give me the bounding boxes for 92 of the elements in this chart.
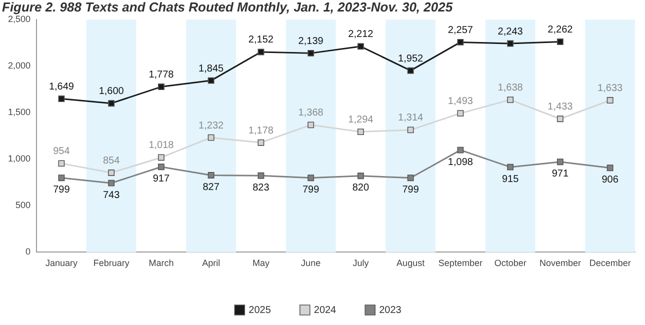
data-label: 1,649 (48, 82, 74, 93)
legend-label: 2024 (314, 304, 337, 316)
point (308, 174, 314, 182)
x-tick-label: June (301, 258, 321, 268)
x-tick-label: September (438, 258, 482, 268)
point (258, 139, 264, 146)
data-label: 1,778 (148, 70, 174, 81)
point (258, 172, 264, 179)
data-label: 1,493 (448, 96, 474, 108)
point (58, 174, 65, 182)
point (108, 170, 115, 176)
data-label: 854 (102, 155, 120, 166)
point (457, 110, 464, 117)
data-label: 2,243 (498, 26, 524, 38)
y-tick-label: 0 (26, 246, 31, 257)
point (556, 116, 564, 122)
data-label: 743 (102, 190, 120, 201)
point (357, 172, 364, 180)
x-tick-label: March (148, 258, 174, 268)
point (258, 48, 264, 56)
data-label: 1,633 (598, 83, 624, 94)
point (407, 67, 414, 74)
data-label: 906 (602, 174, 619, 186)
point (507, 164, 514, 170)
point (208, 172, 214, 178)
point (457, 146, 464, 154)
data-label: 799 (402, 184, 420, 196)
data-label: 1,845 (198, 63, 224, 74)
point (556, 158, 564, 166)
point (606, 164, 614, 172)
x-tick-label: February (93, 258, 130, 268)
data-label: 1,433 (548, 102, 574, 113)
data-label: 827 (202, 182, 220, 194)
point (208, 77, 214, 84)
data-label: 799 (302, 184, 320, 196)
x-tick-label: December (589, 258, 631, 268)
x-tick-label: January (45, 258, 78, 268)
data-label: 915 (502, 174, 520, 185)
point (108, 180, 115, 186)
point (308, 50, 314, 56)
x-tick-label: July (352, 258, 370, 268)
x-tick-label: August (396, 258, 426, 268)
data-label: 799 (53, 184, 70, 196)
point (407, 126, 414, 134)
data-label: 823 (252, 182, 270, 194)
data-label: 1,314 (398, 112, 424, 124)
data-label: 2,262 (548, 24, 574, 36)
point (308, 122, 314, 128)
x-tick-label: November (539, 258, 581, 268)
y-tick-label: 1,000 (8, 154, 31, 164)
point (357, 128, 364, 136)
point (58, 160, 65, 167)
point (158, 84, 164, 90)
point (158, 164, 164, 170)
point (357, 43, 364, 50)
data-label: 1,232 (198, 120, 224, 132)
point (606, 97, 614, 104)
point (457, 38, 464, 46)
point (58, 96, 65, 102)
data-label: 820 (352, 182, 370, 194)
point (158, 154, 164, 161)
point (507, 96, 514, 104)
data-label: 1,178 (248, 125, 274, 136)
point (556, 38, 564, 45)
data-label: 1,294 (348, 114, 374, 126)
y-tick-label: 2,000 (8, 60, 31, 71)
data-label: 2,212 (348, 29, 374, 40)
data-label: 917 (152, 174, 170, 185)
x-tick-label: May (252, 258, 270, 268)
data-label: 971 (552, 168, 569, 180)
point (108, 100, 115, 107)
data-label: 1,098 (448, 156, 474, 168)
point (507, 40, 514, 47)
x-tick-label: October (494, 258, 526, 268)
data-label: 2,152 (248, 34, 274, 46)
data-label: 1,018 (148, 140, 174, 152)
data-label: 954 (53, 146, 70, 158)
y-tick-label: 1,500 (8, 107, 31, 118)
data-label: 1,600 (98, 86, 124, 98)
data-label: 2,257 (448, 24, 474, 36)
data-label: 1,638 (498, 82, 524, 94)
y-tick-label: 500 (15, 200, 31, 210)
x-tick-label: April (202, 258, 220, 268)
chart-title: Figure 2. 988 Texts and Chats Routed Monthly, Jan. 1, 2023-Nov. 30, 2025 (2, 0, 454, 14)
point (208, 134, 214, 141)
data-label: 1,368 (298, 108, 324, 119)
point (407, 174, 414, 182)
legend-label: 2025 (248, 304, 272, 316)
y-tick-label: 2,500 (8, 14, 31, 24)
data-label: 2,139 (298, 36, 324, 47)
legend-label: 2023 (379, 304, 402, 316)
data-label: 1,952 (398, 53, 424, 64)
